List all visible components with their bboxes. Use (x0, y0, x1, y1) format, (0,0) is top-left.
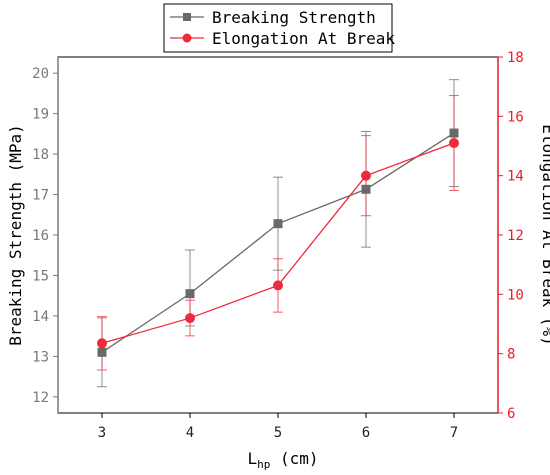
strength-point (449, 128, 459, 138)
left-tick-label: 12 (32, 390, 49, 406)
legend-strength-marker (183, 13, 191, 21)
elongation-point (273, 280, 283, 291)
strength-point (185, 289, 195, 299)
left-tick-label: 20 (32, 66, 49, 82)
x-tick-label: 5 (274, 425, 282, 441)
x-tick-label: 7 (450, 425, 458, 441)
elongation-point (97, 338, 107, 349)
right-tick-label: 6 (507, 406, 515, 422)
right-tick-label: 10 (507, 287, 524, 303)
x-tick-label: 6 (362, 425, 370, 441)
legend-elongation-marker (182, 33, 192, 43)
strength-point (97, 347, 107, 357)
elongation-point (449, 138, 459, 149)
left-tick-label: 13 (32, 349, 49, 365)
left-tick-label: 17 (32, 188, 49, 204)
left-tick-label: 14 (32, 309, 49, 325)
legend-elongation-label: Elongation At Break (212, 29, 395, 48)
legend-strength-label: Breaking Strength (212, 8, 376, 27)
left-tick-label: 15 (32, 268, 49, 284)
legend-box (163, 3, 393, 53)
x-tick-label: 3 (98, 425, 106, 441)
strength-point (273, 219, 283, 229)
right-tick-label: 16 (507, 109, 524, 125)
left-tick-label: 16 (32, 228, 49, 244)
left-tick-label: 18 (32, 147, 49, 163)
right-tick-label: 12 (507, 228, 524, 244)
right-tick-label: 14 (507, 169, 524, 185)
left-axis-title: Breaking Strength (MPa) (6, 124, 25, 346)
elongation-point (185, 313, 195, 324)
right-tick-label: 8 (507, 347, 515, 363)
elongation-point (361, 170, 371, 181)
strength-point (361, 184, 371, 194)
x-tick-label: 4 (186, 425, 194, 441)
right-tick-label: 18 (507, 50, 524, 66)
legend: Breaking Strength Elongation At Break (163, 3, 395, 53)
right-axis-title: Elongation At Break (%) (539, 124, 550, 346)
x-axis-title: Lhp (cm) (247, 449, 318, 471)
left-tick-label: 19 (32, 107, 49, 123)
